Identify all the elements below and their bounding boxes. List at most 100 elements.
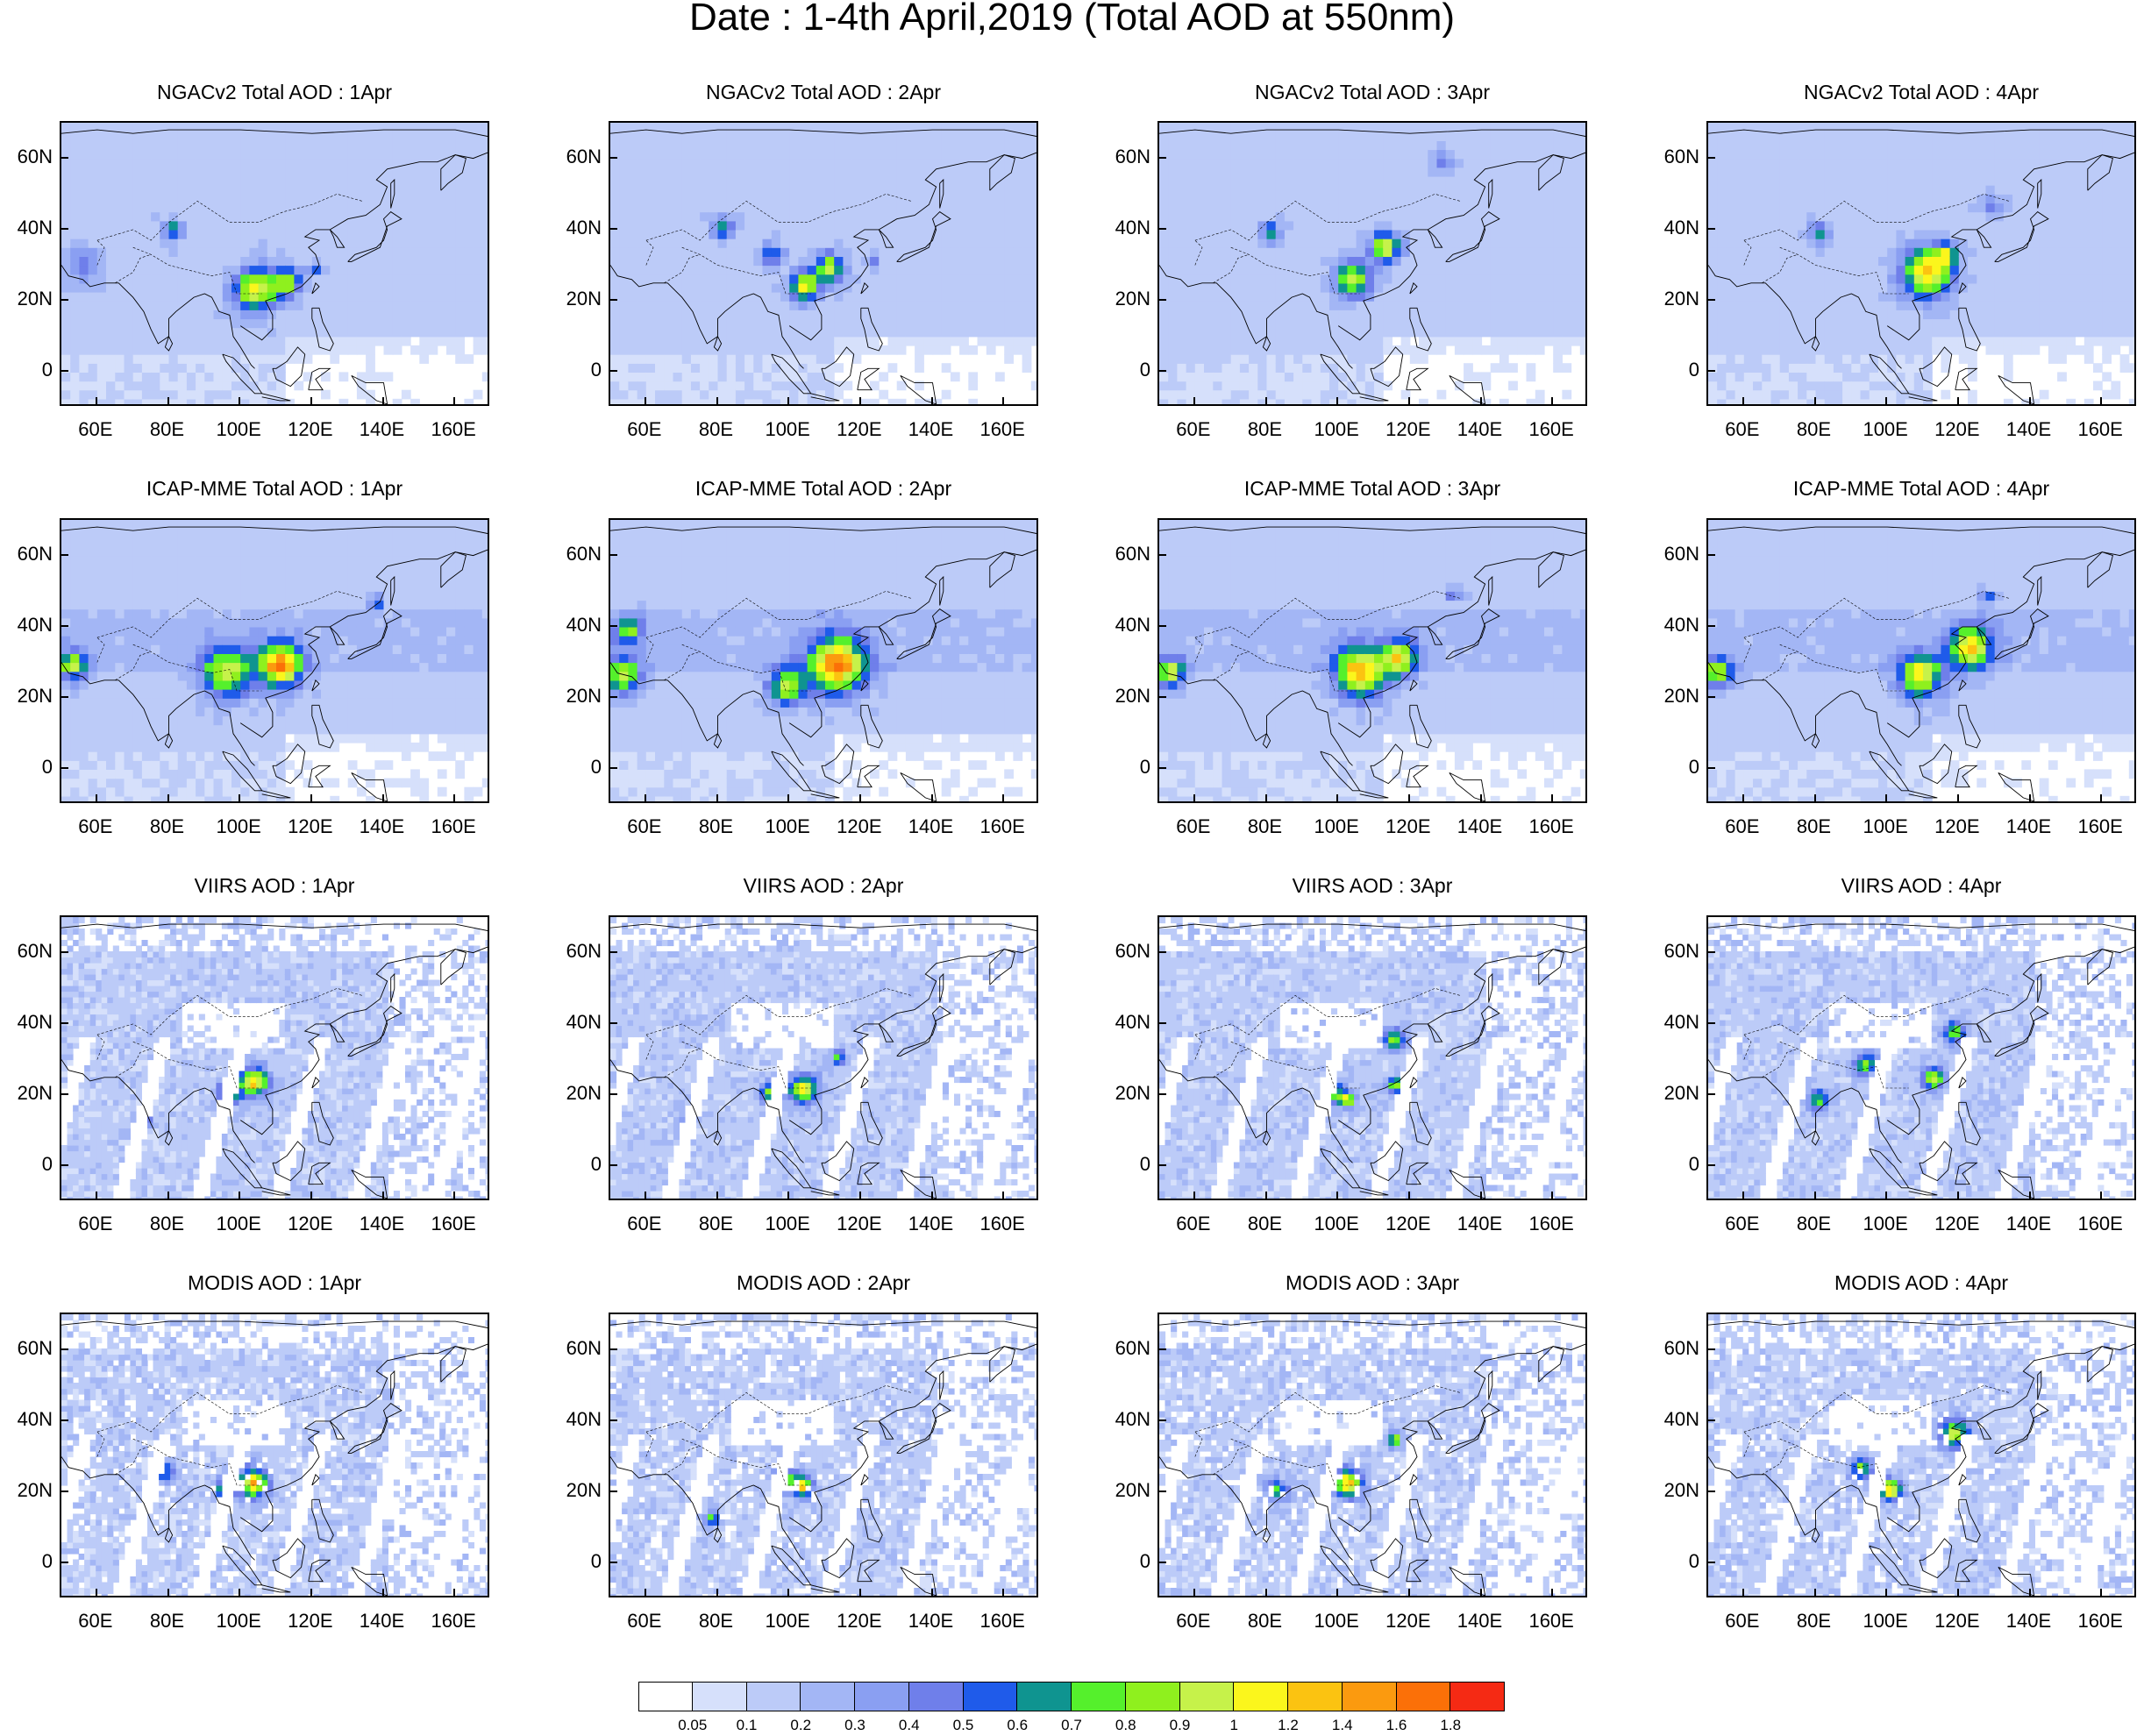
lat-tick: [609, 767, 617, 770]
colorbar-label: 1.2: [1266, 1717, 1310, 1734]
coastline: [1159, 1320, 1585, 1328]
lat-tick: [1706, 1562, 1715, 1564]
aod-field: [1159, 1314, 1585, 1596]
coastline: [1743, 1431, 1752, 1457]
coastline: [1886, 1343, 2134, 1533]
coastline: [1762, 1446, 1799, 1476]
lon-tick: [716, 397, 718, 406]
coastline: [1811, 336, 1820, 352]
lon-tick-label: 100E: [757, 1213, 818, 1235]
lat-tick-label: 60N: [7, 1337, 53, 1360]
coastline: [1743, 1034, 1752, 1060]
coastline: [1958, 704, 1981, 749]
lat-tick: [609, 227, 617, 230]
coastline: [1445, 1006, 1500, 1057]
coastline: [347, 1403, 402, 1454]
coastline: [1811, 1527, 1820, 1543]
lon-tick: [1479, 1192, 1482, 1200]
lon-tick: [1336, 397, 1339, 406]
map-panel: ICAP-MME Total AOD : 4Apr 60N 40N 20N 0 60E 80…: [1654, 477, 2136, 858]
map-panel: MODIS AOD : 1Apr 60N 40N 20N 0 60E 80E 100E 120E…: [7, 1271, 489, 1653]
lon-tick: [1956, 397, 1959, 406]
coastline: [1409, 307, 1432, 352]
aod-field: [1708, 123, 2134, 404]
lon-tick: [858, 1192, 861, 1200]
lon-tick-label: 120E: [280, 815, 341, 838]
lat-tick-label: 40N: [7, 1408, 53, 1431]
lon-tick-label: 160E: [972, 1213, 1033, 1235]
coastline: [1958, 1498, 1981, 1543]
lat-tick-label: 0: [1654, 756, 1699, 779]
lat-tick-label: 60N: [1105, 543, 1150, 566]
lat-tick: [60, 1093, 68, 1096]
lon-tick: [644, 1589, 646, 1597]
lon-tick: [95, 397, 97, 406]
coastline: [1919, 1538, 1953, 1579]
lon-tick: [858, 1589, 861, 1597]
lat-tick: [60, 370, 68, 373]
coastline: [1998, 1566, 2035, 1596]
lon-tick-label: 60E: [65, 1213, 126, 1235]
coastline: [1994, 608, 2049, 659]
lat-tick: [1157, 696, 1166, 699]
coastline: [1230, 644, 1360, 692]
lat-tick-label: 60N: [1654, 940, 1699, 963]
lon-tick-label: 120E: [280, 1610, 341, 1633]
coastline: [1194, 1034, 1203, 1060]
lon-tick-label: 160E: [2069, 418, 2131, 441]
coastline: [1445, 211, 1500, 262]
coastline: [645, 590, 912, 638]
lon-tick: [1407, 1589, 1410, 1597]
lon-tick-label: 120E: [829, 1610, 890, 1633]
lat-tick-label: 60N: [7, 146, 53, 168]
lat-tick: [1157, 950, 1166, 953]
coastline: [788, 1343, 1036, 1533]
lon-tick-label: 160E: [423, 1213, 484, 1235]
lon-tick: [644, 1192, 646, 1200]
coastline: [115, 254, 152, 284]
colorbar-swatch: [746, 1682, 801, 1711]
coastline: [1743, 239, 1752, 266]
lon-tick-label: 100E: [1306, 418, 1367, 441]
lon-tick-label: 160E: [1521, 815, 1582, 838]
coastline: [96, 193, 363, 241]
colorbar-swatch: [908, 1682, 964, 1711]
coastline: [900, 374, 937, 404]
lon-tick-label: 120E: [829, 815, 890, 838]
lat-tick: [609, 1021, 617, 1024]
coastline: [1998, 1169, 2035, 1199]
coastline: [1262, 336, 1271, 352]
coastline: [821, 346, 855, 388]
lat-tick-label: 40N: [1105, 1011, 1150, 1034]
lon-tick: [1885, 397, 1888, 406]
lon-tick-label: 80E: [1784, 1213, 1845, 1235]
lon-tick-label: 80E: [1235, 418, 1296, 441]
coastline: [1869, 751, 1910, 792]
coastline: [2037, 178, 2042, 209]
coastline: [900, 1566, 937, 1596]
coastline: [939, 1370, 944, 1400]
coastline: [1449, 1169, 1486, 1199]
lon-tick-label: 140E: [1998, 1213, 2060, 1235]
coastline: [1449, 374, 1486, 404]
colorbar-swatch: [638, 1682, 693, 1711]
lon-tick: [2100, 1589, 2103, 1597]
coastline: [664, 1049, 701, 1078]
coastline: [1998, 772, 2035, 801]
coastline: [1955, 765, 1978, 788]
coastline: [311, 307, 334, 352]
lat-tick: [1157, 1491, 1166, 1493]
coastline: [645, 239, 654, 266]
aod-field: [1708, 1314, 2134, 1596]
coastline: [860, 1076, 869, 1089]
coastline: [390, 575, 395, 606]
coastline: [1955, 1559, 1978, 1583]
coastline: [1230, 246, 1360, 295]
colorbar-label: 1.4: [1321, 1717, 1364, 1734]
panel-title: ICAP-MME Total AOD : 1Apr: [60, 477, 489, 501]
lat-tick-label: 0: [556, 1153, 602, 1176]
coastline: [1230, 1438, 1360, 1486]
coastline: [989, 551, 1015, 588]
coastline: [96, 590, 363, 638]
coastline: [308, 367, 331, 391]
